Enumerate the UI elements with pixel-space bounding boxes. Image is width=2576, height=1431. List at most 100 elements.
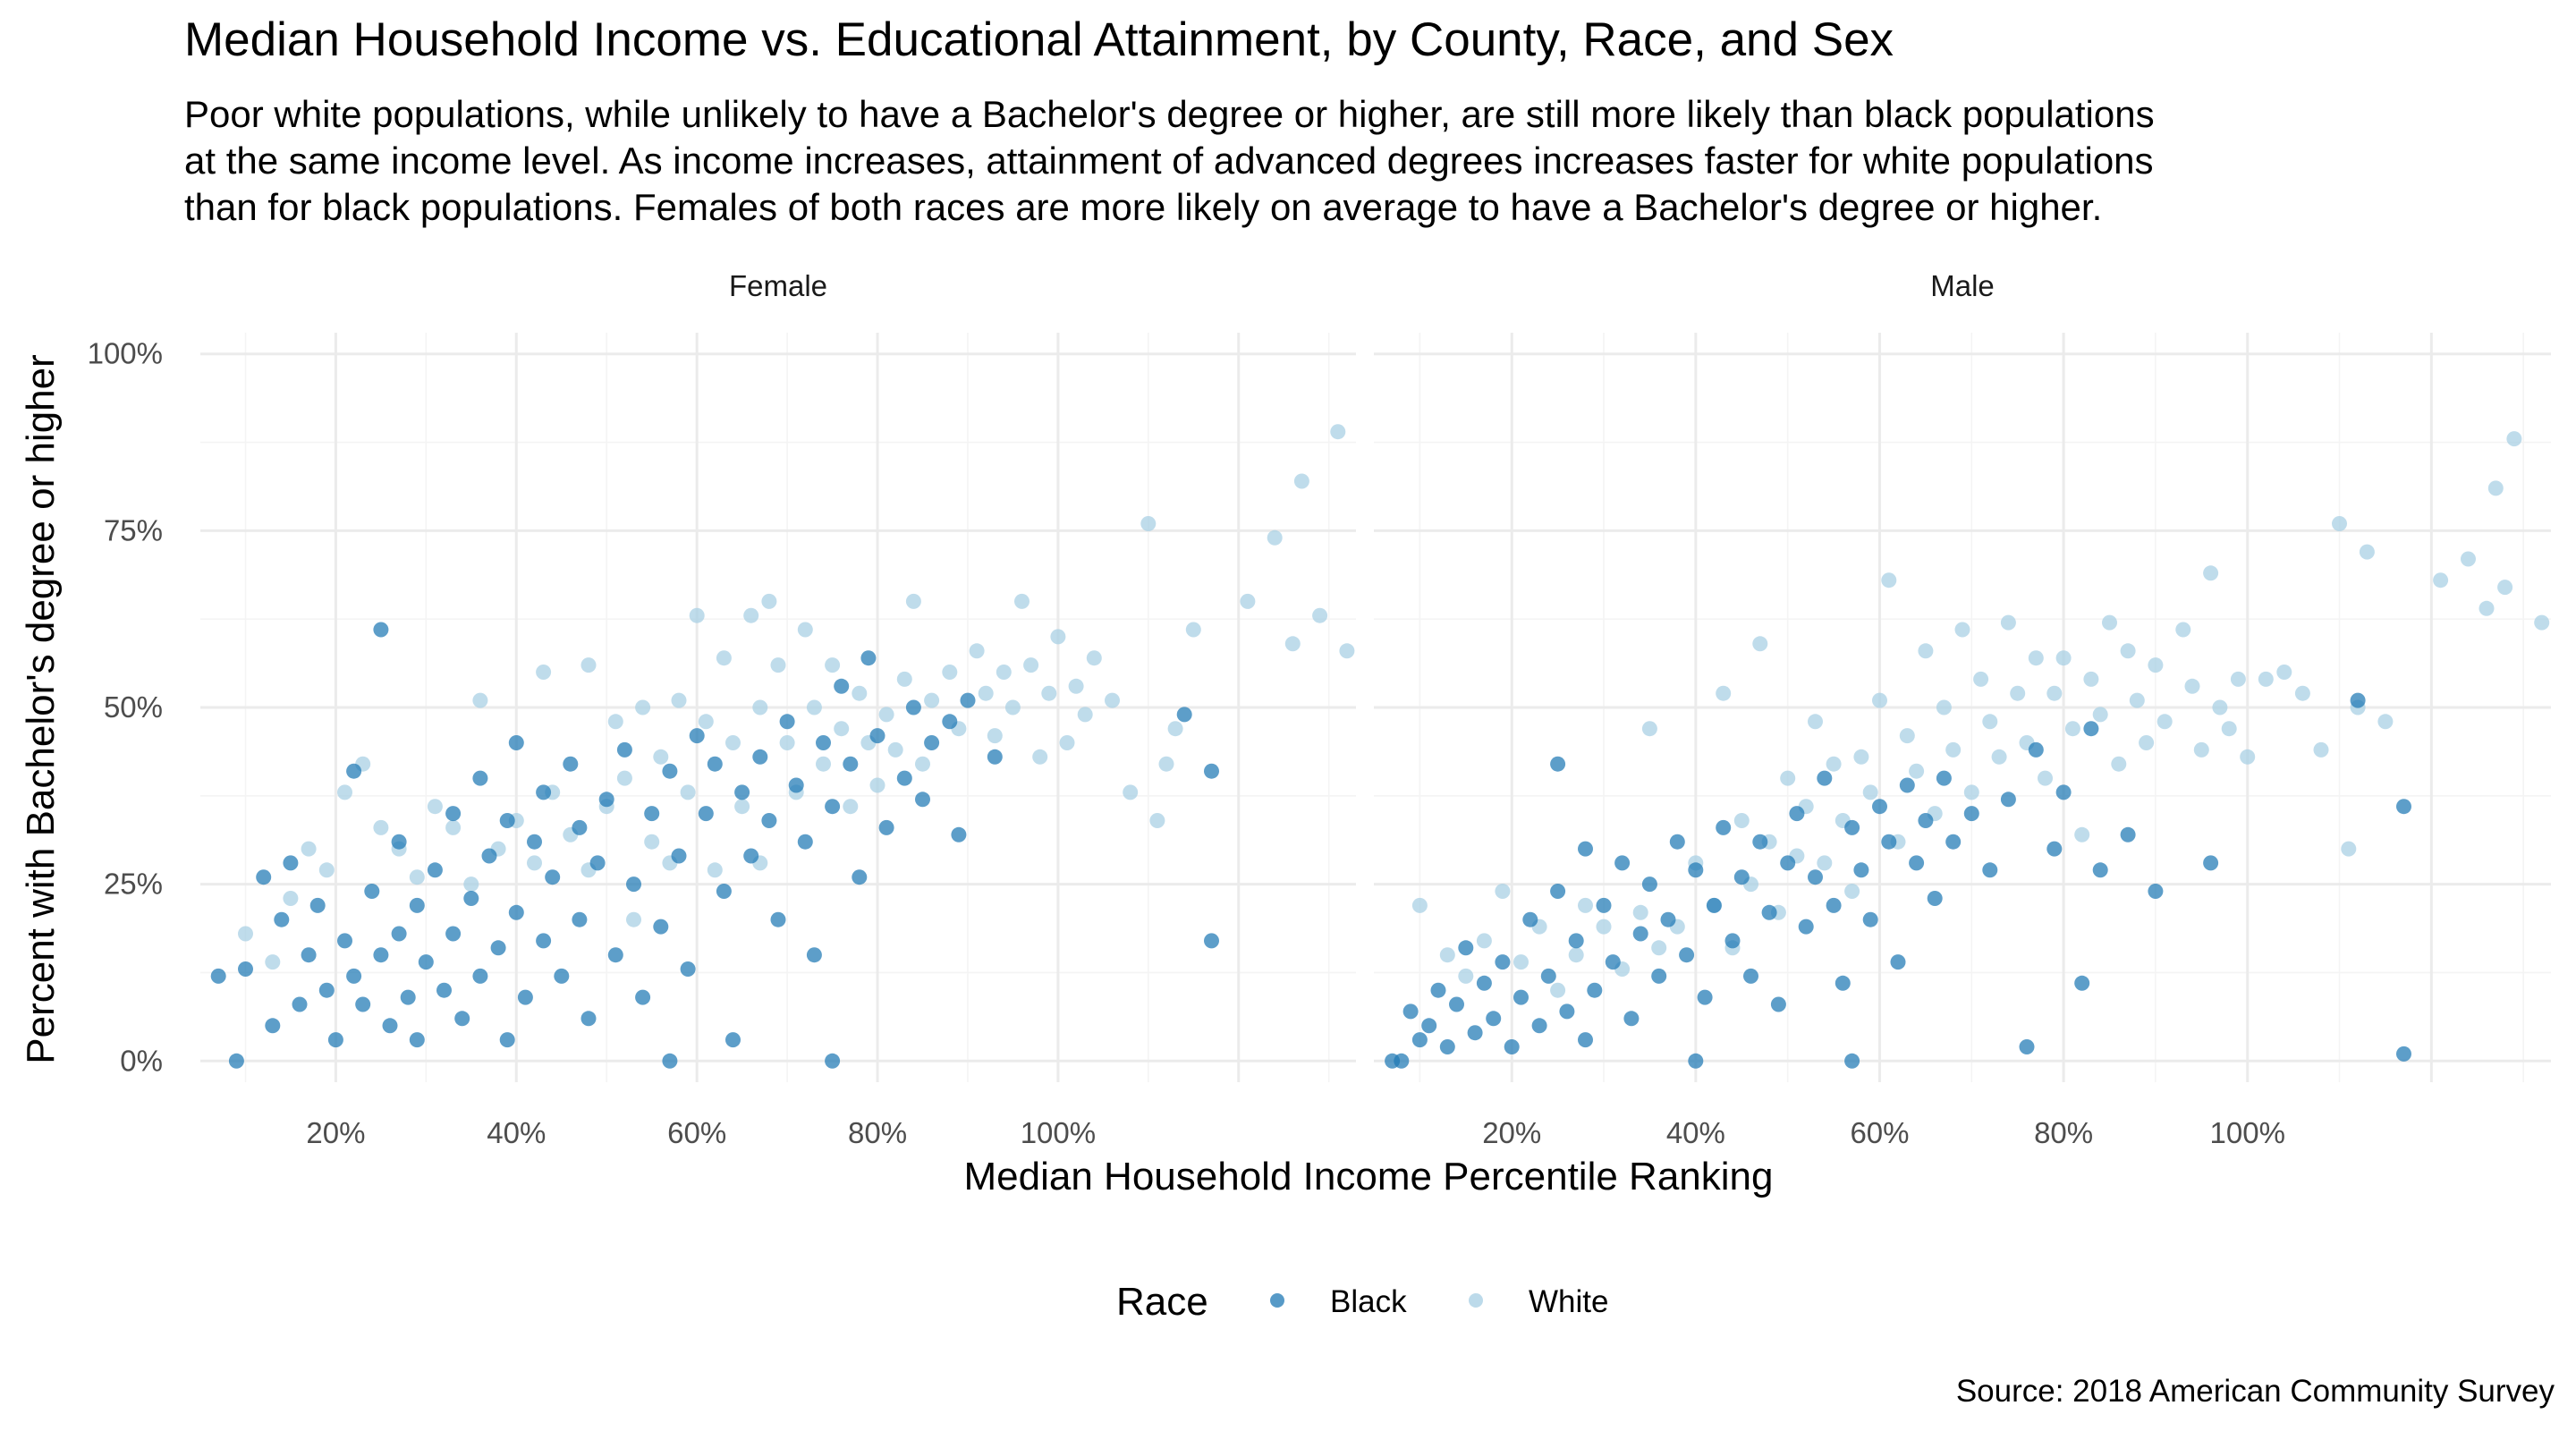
data-point-white bbox=[1733, 813, 1750, 828]
data-point-black bbox=[301, 947, 317, 963]
data-point-black bbox=[680, 961, 696, 977]
data-point-black bbox=[1716, 819, 1732, 835]
data-point-white bbox=[924, 692, 940, 708]
data-point-white bbox=[2046, 685, 2063, 701]
data-point-black bbox=[1495, 954, 1511, 970]
chart-subtitle-line: at the same income level. As income incr… bbox=[184, 140, 2154, 182]
x-tick-label: 40% bbox=[1666, 1116, 1725, 1149]
data-point-black bbox=[1853, 862, 1869, 878]
data-point-white bbox=[1123, 784, 1139, 800]
data-point-white bbox=[978, 685, 994, 701]
data-point-white bbox=[1068, 678, 1084, 694]
data-point-black bbox=[1688, 862, 1704, 878]
data-point-black bbox=[373, 622, 389, 638]
data-point-white bbox=[716, 650, 732, 666]
data-point-white bbox=[996, 665, 1012, 680]
data-point-black bbox=[1724, 933, 1741, 949]
data-point-white bbox=[1267, 529, 1283, 546]
data-point-white bbox=[445, 819, 462, 835]
data-point-black bbox=[770, 911, 786, 927]
data-point-black bbox=[1927, 891, 1943, 906]
data-point-white bbox=[2038, 770, 2053, 786]
data-point-black bbox=[1540, 968, 1556, 984]
data-point-black bbox=[292, 996, 308, 1012]
data-point-white bbox=[1963, 784, 1979, 800]
data-point-white bbox=[1808, 714, 1823, 730]
legend-label-white: White bbox=[1529, 1284, 1608, 1319]
data-point-black bbox=[1706, 897, 1722, 913]
data-point-black bbox=[1789, 806, 1805, 822]
data-point-white bbox=[1881, 572, 1897, 588]
data-point-white bbox=[2129, 692, 2145, 708]
data-point-black bbox=[924, 735, 940, 750]
data-point-white bbox=[1059, 735, 1075, 750]
data-point-black bbox=[1467, 1025, 1483, 1041]
data-point-white bbox=[265, 954, 281, 970]
data-point-black bbox=[580, 1011, 597, 1027]
data-point-white bbox=[2102, 614, 2117, 631]
data-point-black bbox=[1596, 897, 1612, 913]
y-tick-label: 75% bbox=[104, 513, 163, 546]
data-point-white bbox=[1780, 770, 1796, 786]
data-point-white bbox=[1458, 968, 1474, 984]
data-point-black bbox=[409, 897, 425, 913]
data-point-white bbox=[2184, 678, 2200, 694]
data-point-white bbox=[2193, 741, 2209, 758]
data-point-black bbox=[1204, 763, 1219, 779]
data-point-black bbox=[1899, 777, 1915, 793]
y-tick-label: 100% bbox=[88, 337, 163, 370]
data-point-black bbox=[1486, 1011, 1502, 1027]
data-point-black bbox=[707, 756, 723, 772]
data-point-white bbox=[1023, 657, 1039, 673]
data-point-white bbox=[743, 607, 759, 623]
data-point-white bbox=[635, 699, 651, 716]
data-point-black bbox=[265, 1018, 281, 1034]
data-point-white bbox=[2240, 749, 2256, 765]
data-point-white bbox=[1004, 699, 1021, 716]
data-point-black bbox=[427, 862, 443, 878]
data-point-white bbox=[2203, 565, 2219, 581]
data-point-white bbox=[653, 749, 669, 765]
data-point-white bbox=[1853, 749, 1869, 765]
series-black bbox=[1385, 692, 2411, 1069]
data-point-white bbox=[1077, 707, 1093, 723]
data-point-black bbox=[761, 813, 777, 828]
data-point-white bbox=[616, 770, 632, 786]
x-tick-label: 40% bbox=[487, 1116, 546, 1149]
data-point-white bbox=[2064, 721, 2080, 737]
data-point-black bbox=[1688, 1053, 1704, 1069]
data-point-white bbox=[878, 707, 894, 723]
data-point-black bbox=[309, 897, 326, 913]
data-point-black bbox=[1458, 940, 1474, 956]
data-point-black bbox=[508, 735, 524, 750]
data-point-white bbox=[1312, 607, 1328, 623]
data-point-white bbox=[752, 699, 768, 716]
x-tick-label: 60% bbox=[1850, 1116, 1909, 1149]
data-point-white bbox=[1936, 699, 1952, 716]
data-point-black bbox=[806, 947, 822, 963]
data-point-black bbox=[283, 855, 299, 871]
data-point-black bbox=[418, 954, 434, 970]
data-point-black bbox=[1844, 819, 1860, 835]
y-axis-title: Percent with Bachelor's degree or higher bbox=[19, 354, 63, 1064]
data-point-black bbox=[852, 869, 868, 885]
data-point-white bbox=[1817, 855, 1833, 871]
data-point-black bbox=[1660, 911, 1676, 927]
data-point-white bbox=[337, 784, 352, 800]
data-point-white bbox=[1140, 516, 1157, 531]
data-point-white bbox=[1973, 671, 1989, 687]
data-point-white bbox=[2497, 580, 2513, 596]
data-point-white bbox=[969, 643, 985, 659]
data-point-white bbox=[689, 607, 705, 623]
data-point-white bbox=[1240, 593, 1256, 609]
data-point-black bbox=[327, 1032, 343, 1048]
data-point-white bbox=[409, 869, 425, 885]
data-point-white bbox=[2010, 685, 2026, 701]
x-tick-label: 20% bbox=[306, 1116, 365, 1149]
data-point-black bbox=[1430, 982, 1446, 998]
data-point-black bbox=[364, 884, 380, 899]
data-point-white bbox=[1041, 685, 1057, 701]
data-point-black bbox=[662, 1053, 678, 1069]
data-point-black bbox=[743, 848, 759, 864]
